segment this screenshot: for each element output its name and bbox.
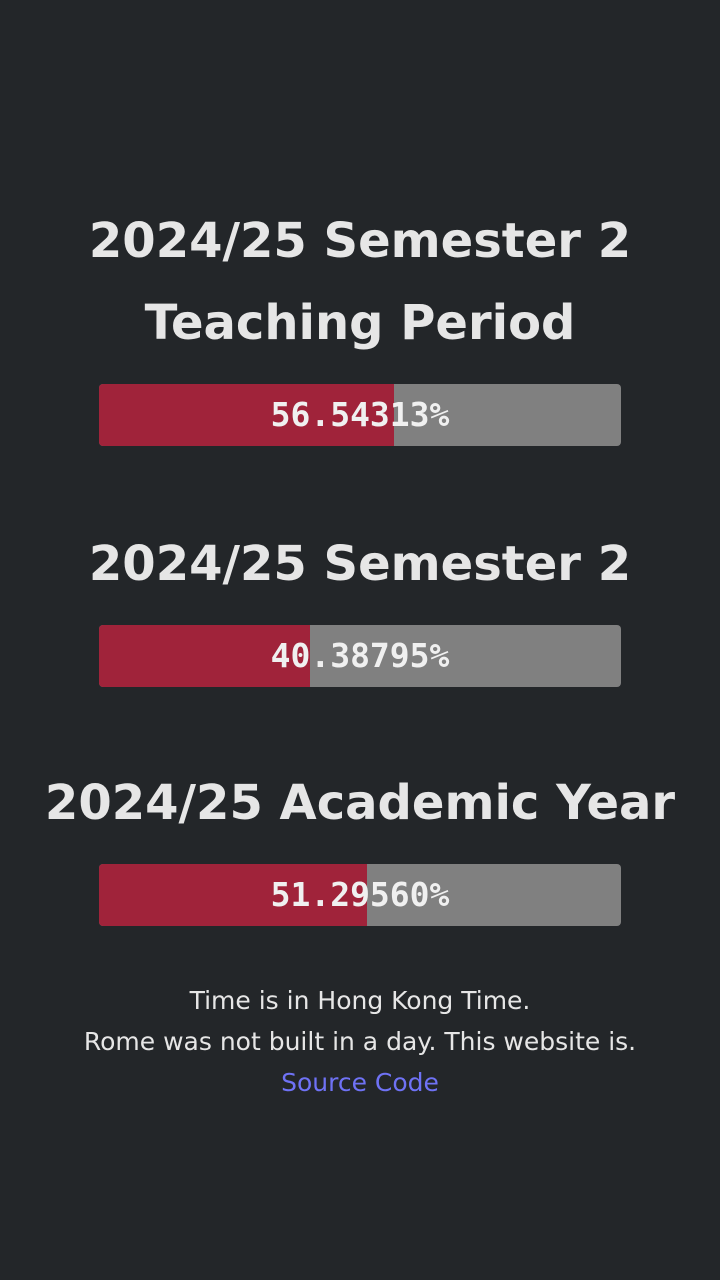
timezone-note: Time is in Hong Kong Time.	[189, 986, 531, 1015]
progress-percent-label: 56.54313%	[270, 395, 450, 434]
progress-bar-fill	[99, 625, 310, 687]
progress-section-academic-year: 2024/25 Academic Year 51.29560%	[0, 762, 720, 926]
progress-bar-fill	[99, 864, 367, 926]
section-title-line: 2024/25 Academic Year	[44, 775, 676, 831]
progress-bar: 40.38795%	[99, 625, 621, 687]
section-title-line: 2024/25 Semester 2	[88, 213, 632, 269]
progress-section-teaching-period: 2024/25 Semester 2 Teaching Period 56.54…	[0, 200, 720, 446]
footer: Time is in Hong Kong Time. Rome was not …	[0, 980, 720, 1103]
section-title-line: 2024/25 Semester 2	[88, 536, 632, 592]
progress-percent-label: 40.38795%	[270, 636, 450, 675]
progress-section-semester: 2024/25 Semester 2 40.38795%	[0, 523, 720, 687]
section-title-line: Teaching Period	[144, 295, 576, 351]
section-title: 2024/25 Semester 2	[0, 523, 720, 605]
tagline: Rome was not built in a day. This websit…	[83, 1027, 637, 1056]
section-title: 2024/25 Semester 2 Teaching Period	[0, 200, 720, 364]
progress-bar-fill	[99, 384, 395, 446]
section-title: 2024/25 Academic Year	[0, 762, 720, 844]
progress-percent-label: 51.29560%	[270, 875, 450, 914]
progress-bar: 56.54313%	[99, 384, 621, 446]
progress-bar: 51.29560%	[99, 864, 621, 926]
source-code-link[interactable]: Source Code	[281, 1068, 439, 1097]
